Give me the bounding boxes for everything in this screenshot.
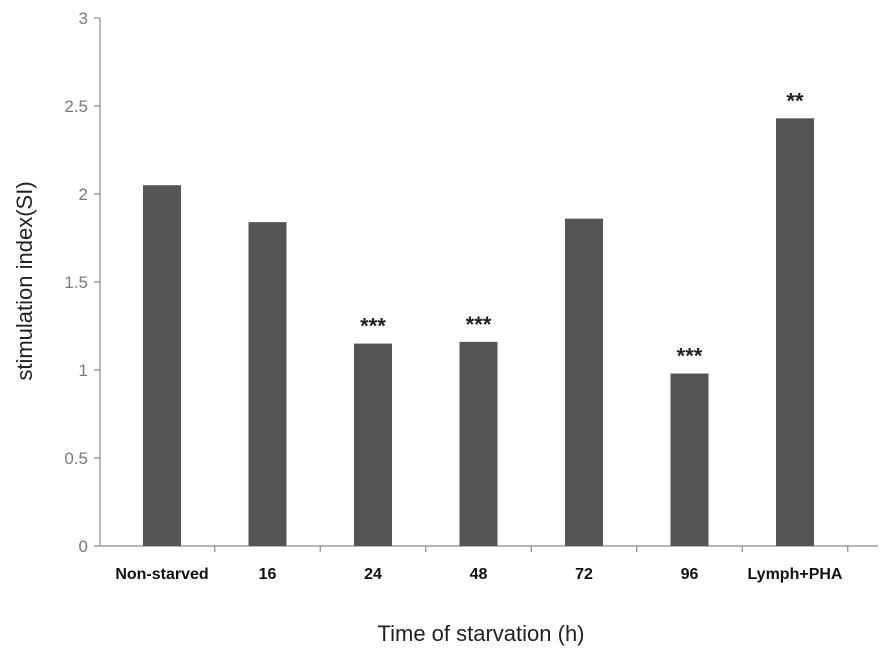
bar (459, 341, 498, 546)
x-tick-label: Lymph+PHA (748, 566, 843, 583)
x-tick-label: 72 (575, 566, 593, 583)
x-axis: Non-starved 16 24 48 72 96 Lymph+PHA (100, 545, 878, 583)
significance-marker: *** (360, 314, 386, 339)
y-tick-label: 0.5 (64, 449, 88, 468)
x-tick-label: 16 (259, 566, 277, 583)
bar (776, 118, 814, 546)
y-tick-label: 2.5 (64, 97, 88, 116)
bar (354, 343, 392, 546)
x-axis-title: Time of starvation (h) (377, 621, 584, 646)
y-axis: 0 0.5 1 1.5 2 2.5 3 (64, 9, 101, 556)
x-tick-label: Non-starved (115, 566, 208, 583)
y-tick-label: 0 (79, 537, 88, 556)
x-tick-label: 48 (470, 566, 488, 583)
x-tick-label: 24 (364, 566, 382, 583)
x-tick-label: 96 (681, 566, 699, 583)
significance-marker: ** (786, 88, 804, 113)
significance-marker: *** (677, 344, 703, 369)
bar (248, 222, 287, 546)
y-tick-label: 3 (79, 9, 88, 28)
significance-marker: *** (466, 312, 492, 337)
bar (143, 185, 181, 546)
bar (670, 373, 709, 546)
y-tick-label: 1 (79, 361, 88, 380)
bars (143, 118, 814, 546)
significance-annotations: *** ******** (360, 88, 804, 368)
y-tick-label: 2 (79, 185, 88, 204)
bar (565, 218, 603, 546)
y-axis-title: stimulation index(SI) (12, 181, 37, 380)
y-tick-label: 1.5 (64, 273, 88, 292)
